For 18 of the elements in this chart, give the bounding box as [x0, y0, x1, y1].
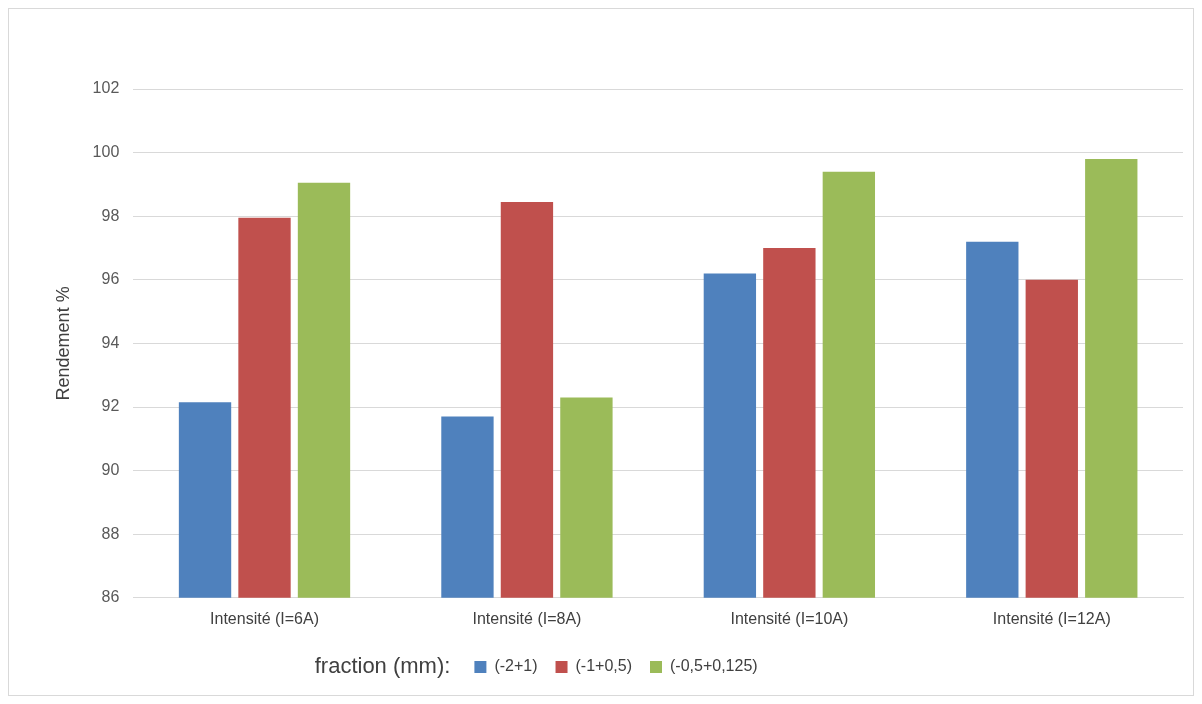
legend-title: fraction (mm): — [314, 653, 451, 679]
legend-label: (-1+0,5) — [575, 657, 632, 675]
y-tick-label: 102 — [92, 79, 120, 97]
y-tick-label: 90 — [101, 461, 120, 479]
x-tick-label: Intensité (I=12A) — [992, 609, 1111, 627]
y-tick-label: 86 — [101, 588, 120, 606]
y-tick-label: 92 — [101, 397, 120, 415]
y-tick-label: 94 — [101, 333, 120, 351]
y-tick-label: 96 — [101, 270, 120, 288]
y-tick-label: 98 — [101, 206, 120, 224]
legend-label: (-2+1) — [494, 657, 538, 675]
x-tick-label: Intensité (I=8A) — [472, 609, 582, 627]
y-tick-label: 88 — [101, 524, 120, 542]
y-tick-label: 100 — [92, 143, 120, 161]
x-tick-label: Intensité (I=6A) — [210, 609, 319, 627]
legend-label: (-0,5+0,125) — [669, 657, 758, 675]
y-axis-title: Rendement % — [52, 286, 73, 401]
x-tick-label: Intensité (I=10A) — [730, 609, 849, 627]
